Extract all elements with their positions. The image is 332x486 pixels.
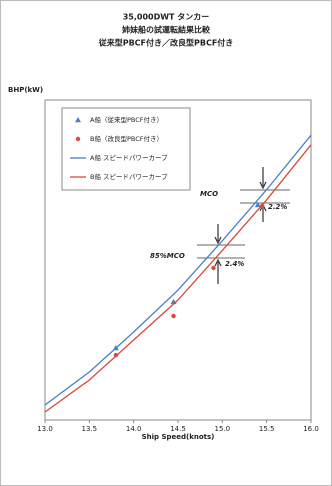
- x-tick-label: 14.5: [170, 425, 186, 433]
- annotation: 2.4%: [225, 260, 244, 268]
- legend-label: A船 スピードパワーカーブ: [90, 153, 168, 162]
- x-tick-label: 13.5: [82, 425, 98, 433]
- legend-label: B船（改良型PBCF付き）: [90, 134, 163, 143]
- speed-power-curve: [44, 144, 312, 413]
- legend-swatch: [75, 117, 81, 123]
- trial-point: [171, 313, 176, 319]
- title-line: 従来型PBCF付き／改良型PBCF付き: [98, 38, 234, 48]
- y-axis-label: BHP(kW): [8, 86, 43, 94]
- x-tick-label: 14.0: [126, 425, 142, 433]
- annotation: 85%MCO: [150, 252, 185, 260]
- x-tick-label: 13.0: [37, 425, 53, 433]
- x-tick-label: 15.0: [215, 425, 231, 433]
- trial-point: [254, 201, 261, 208]
- legend-box: [61, 107, 191, 191]
- legend-swatch: [75, 136, 81, 142]
- x-tick-label: 15.5: [259, 425, 275, 433]
- legend-label: A船（従来型PBCF付き）: [90, 115, 163, 124]
- annotation: 2.2%: [268, 203, 287, 211]
- annotation: MCO: [200, 190, 218, 198]
- title-line: 35,000DWT タンカー: [123, 12, 210, 22]
- title-line: 姉妹船の試運転結果比較: [122, 25, 211, 35]
- x-tick-label: 16.0: [303, 425, 319, 433]
- speed-power-curve: [44, 134, 312, 406]
- x-axis-label: Ship Speed(knots): [142, 433, 215, 441]
- annotation-shapes: [197, 167, 290, 284]
- legend-label: B船 スピードパワーカーブ: [90, 172, 168, 181]
- trial-point: [211, 265, 216, 271]
